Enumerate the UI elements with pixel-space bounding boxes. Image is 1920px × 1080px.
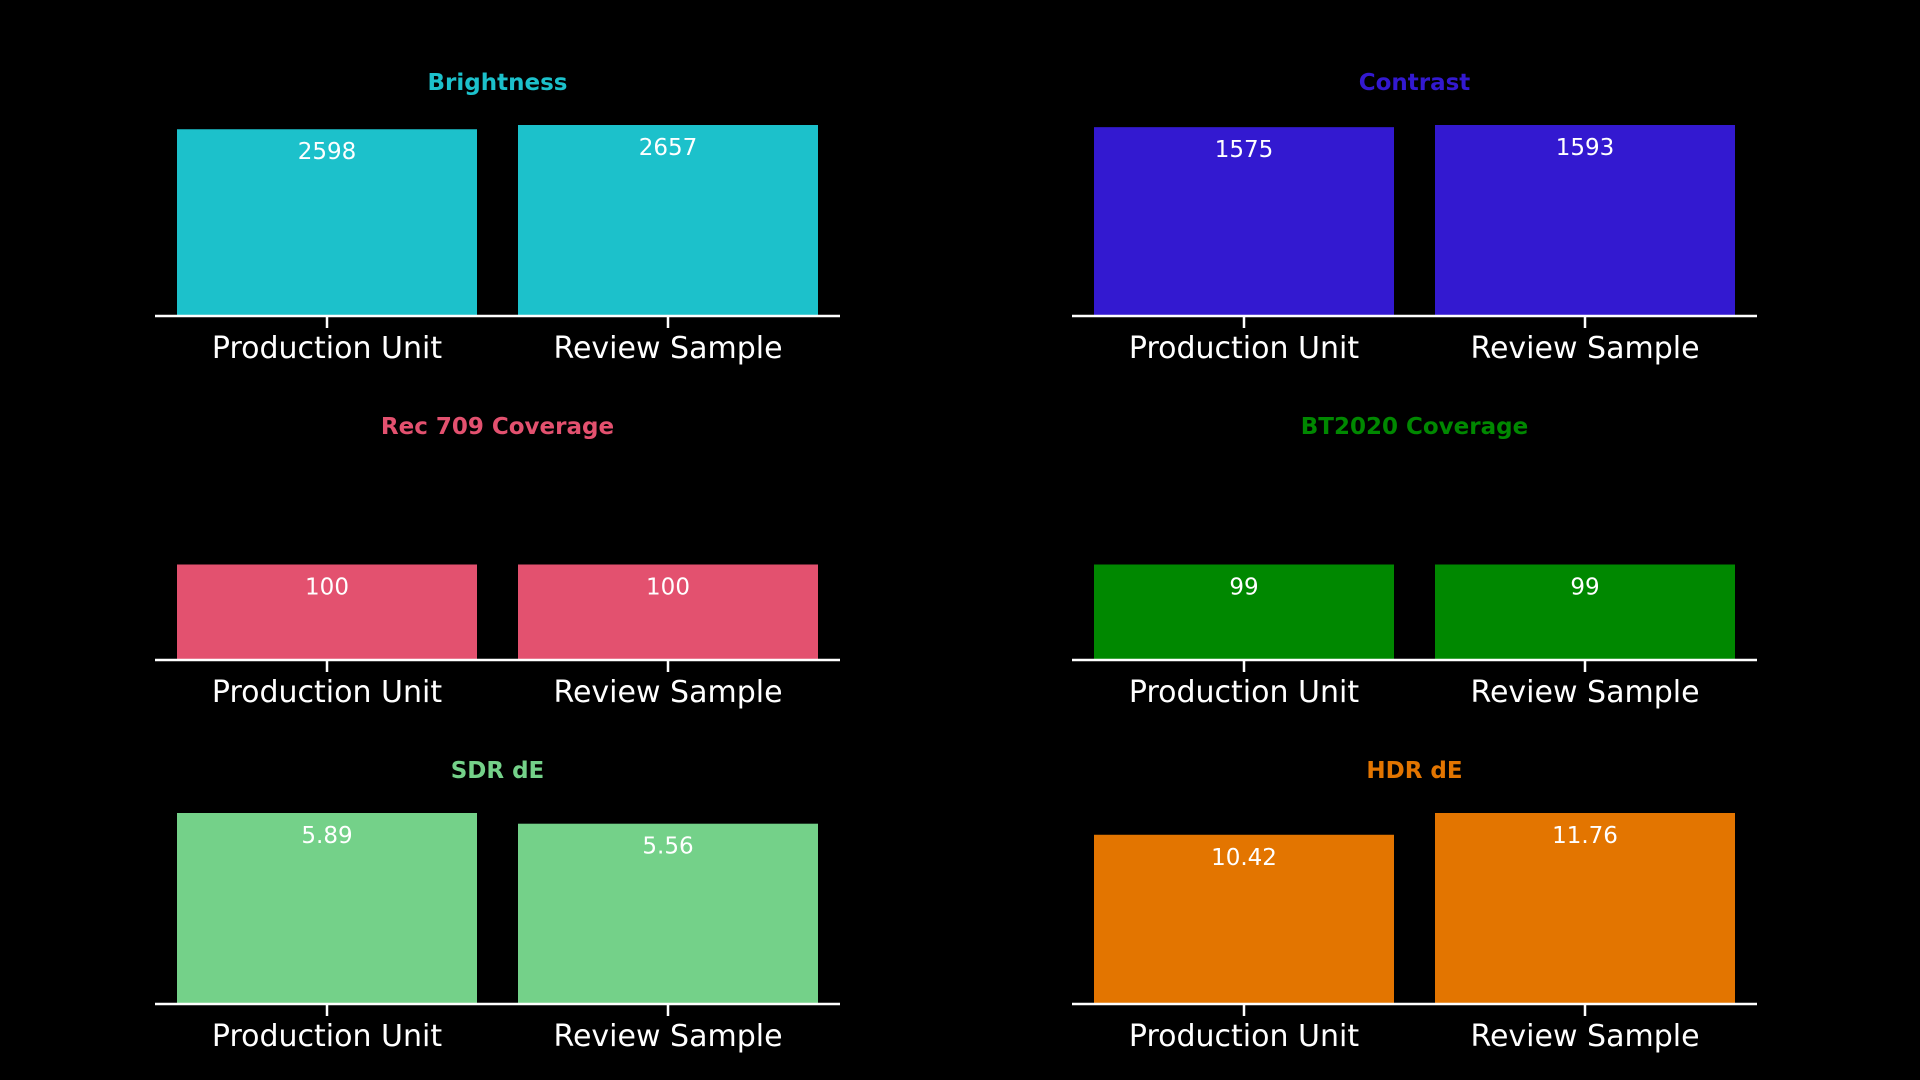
chart-panel-2: Rec 709 Coverage 100 Production Unit 100 Rev… xyxy=(155,414,840,710)
chart-title: Rec 709 Coverage xyxy=(381,414,614,440)
bar xyxy=(1094,564,1394,660)
bar xyxy=(518,823,818,1004)
bar xyxy=(1094,127,1394,316)
bar-value-label: 2657 xyxy=(639,135,698,161)
x-tick-label: Production Unit xyxy=(1129,675,1359,710)
bar-value-label: 99 xyxy=(1570,575,1599,601)
bar xyxy=(177,564,477,660)
x-tick-label: Production Unit xyxy=(1129,331,1359,366)
bar-value-label: 5.56 xyxy=(642,834,693,860)
bar-value-label: 99 xyxy=(1229,575,1258,601)
chart-title: Brightness xyxy=(428,70,568,96)
x-tick-label: Review Sample xyxy=(1470,331,1699,366)
bar-value-label: 11.76 xyxy=(1552,823,1618,849)
bar-value-label: 100 xyxy=(646,575,690,601)
x-tick-label: Production Unit xyxy=(212,675,442,710)
chart-panel-0: Brightness 2598 Production Unit 2657 Review … xyxy=(155,70,840,366)
x-tick-label: Review Sample xyxy=(1470,1019,1699,1054)
bar xyxy=(177,129,477,316)
bar-value-label: 1593 xyxy=(1556,135,1615,161)
bar xyxy=(1435,813,1735,1004)
bar xyxy=(518,125,818,316)
bar-value-label: 5.89 xyxy=(301,823,352,849)
chart-title: SDR dE xyxy=(451,758,545,784)
bar-value-label: 1575 xyxy=(1215,137,1274,163)
bar xyxy=(518,564,818,660)
chart-panel-1: Contrast 1575 Production Unit 1593 Review Sa… xyxy=(1072,70,1757,366)
chart-title: HDR dE xyxy=(1366,758,1462,784)
bar-value-label: 100 xyxy=(305,575,349,601)
x-tick-label: Review Sample xyxy=(553,675,782,710)
bar-value-label: 10.42 xyxy=(1211,845,1277,871)
bar-value-label: 2598 xyxy=(298,139,357,165)
bar xyxy=(1435,125,1735,316)
x-tick-label: Review Sample xyxy=(553,331,782,366)
chart-panel-4: SDR dE 5.89 Production Unit 5.56 Review Samp… xyxy=(155,758,840,1054)
chart-panel-5: HDR dE 10.42 Production Unit 11.76 Review Sa… xyxy=(1072,758,1757,1054)
bar xyxy=(1435,564,1735,660)
chart-panel-3: BT2020 Coverage 99 Production Unit 99 Review… xyxy=(1072,414,1757,710)
chart-title: BT2020 Coverage xyxy=(1301,414,1528,440)
x-tick-label: Production Unit xyxy=(212,331,442,366)
chart-title: Contrast xyxy=(1359,70,1471,96)
x-tick-label: Review Sample xyxy=(553,1019,782,1054)
x-tick-label: Production Unit xyxy=(212,1019,442,1054)
x-tick-label: Review Sample xyxy=(1470,675,1699,710)
x-tick-label: Production Unit xyxy=(1129,1019,1359,1054)
bar xyxy=(1094,834,1394,1004)
bar xyxy=(177,813,477,1004)
